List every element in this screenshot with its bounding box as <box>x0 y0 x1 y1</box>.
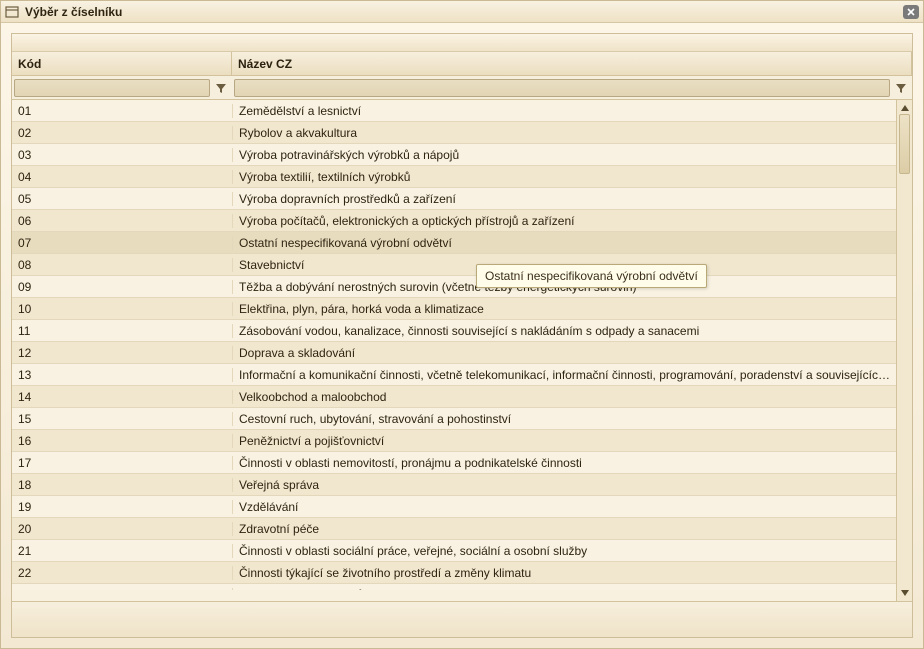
cell-name: Peněžnictví a pojišťovnictví <box>232 434 896 448</box>
table-row[interactable]: 08Stavebnictví <box>12 254 896 276</box>
cell-name: Zdravotní péče <box>232 522 896 536</box>
cell-name: Výroba dopravních prostředků a zařízení <box>232 192 896 206</box>
cell-name: Velkoobchod a maloobchod <box>232 390 896 404</box>
scrollbar-thumb[interactable] <box>899 114 910 174</box>
table-row[interactable]: 19Vzdělávání <box>12 496 896 518</box>
cell-code: 19 <box>12 500 232 514</box>
cell-name: Informační a komunikační činnosti, včetn… <box>232 368 896 382</box>
cell-code: 04 <box>12 170 232 184</box>
cell-code: 15 <box>12 412 232 426</box>
cell-name: Výroba textilií, textilních výrobků <box>232 170 896 184</box>
cell-name: Výroba potravinářských výrobků a nápojů <box>232 148 896 162</box>
scroll-up-icon[interactable] <box>899 102 911 114</box>
table-row[interactable]: 06Výroba počítačů, elektronických a opti… <box>12 210 896 232</box>
filter-input-name[interactable] <box>234 79 890 97</box>
cell-code: 07 <box>12 236 232 250</box>
cell-code: 05 <box>12 192 232 206</box>
cell-code: 10 <box>12 302 232 316</box>
table-row[interactable]: 22Činnosti týkající se životního prostře… <box>12 562 896 584</box>
cell-code: 01 <box>12 104 232 118</box>
table-row[interactable]: 23Umělecké, zábavní, tvůrčí odvětví a re… <box>12 584 896 590</box>
column-header-name[interactable]: Název CZ <box>232 52 912 75</box>
filter-icon[interactable] <box>892 79 910 97</box>
cell-code: 02 <box>12 126 232 140</box>
content-area: Kód Název CZ 01 <box>1 23 923 648</box>
table-row[interactable]: 07Ostatní nespecifikovaná výrobní odvětv… <box>12 232 896 254</box>
grid-body: 01Zemědělství a lesnictví02Rybolov a akv… <box>12 100 912 601</box>
table-row[interactable]: 11Zásobování vodou, kanalizace, činnosti… <box>12 320 896 342</box>
cell-code: 23 <box>12 588 232 591</box>
table-row[interactable]: 05Výroba dopravních prostředků a zařízen… <box>12 188 896 210</box>
table-row[interactable]: 14Velkoobchod a maloobchod <box>12 386 896 408</box>
table-row[interactable]: 02Rybolov a akvakultura <box>12 122 896 144</box>
cell-code: 13 <box>12 368 232 382</box>
cell-code: 09 <box>12 280 232 294</box>
filter-input-code[interactable] <box>14 79 210 97</box>
close-button[interactable] <box>903 5 919 19</box>
cell-name: Stavebnictví <box>232 258 896 272</box>
cell-name: Činnosti týkající se životního prostředí… <box>232 566 896 580</box>
cell-code: 08 <box>12 258 232 272</box>
table-row[interactable]: 04Výroba textilií, textilních výrobků <box>12 166 896 188</box>
table-row[interactable]: 16Peněžnictví a pojišťovnictví <box>12 430 896 452</box>
cell-name: Rybolov a akvakultura <box>232 126 896 140</box>
cell-name: Ostatní nespecifikovaná výrobní odvětví <box>232 236 896 250</box>
table-row[interactable]: 18Veřejná správa <box>12 474 896 496</box>
dialog-window: Výběr z číselníku Kód Název CZ <box>0 0 924 649</box>
table-row[interactable]: 21Činnosti v oblasti sociální práce, veř… <box>12 540 896 562</box>
cell-code: 16 <box>12 434 232 448</box>
table-row[interactable]: 09Těžba a dobývání nerostných surovin (v… <box>12 276 896 298</box>
table-row[interactable]: 15Cestovní ruch, ubytování, stravování a… <box>12 408 896 430</box>
cell-name: Elektřina, plyn, pára, horká voda a klim… <box>232 302 896 316</box>
cell-name: Zemědělství a lesnictví <box>232 104 896 118</box>
scrollbar-track[interactable] <box>897 114 912 587</box>
toolbar-strip <box>12 34 912 52</box>
cell-name: Činnosti v oblasti sociální práce, veřej… <box>232 544 896 558</box>
cell-name: Činnosti v oblasti nemovitostí, pronájmu… <box>232 456 896 470</box>
cell-code: 18 <box>12 478 232 492</box>
grid-rows: 01Zemědělství a lesnictví02Rybolov a akv… <box>12 100 896 601</box>
table-row[interactable]: 01Zemědělství a lesnictví <box>12 100 896 122</box>
cell-code: 20 <box>12 522 232 536</box>
scroll-down-icon[interactable] <box>899 587 911 599</box>
titlebar: Výběr z číselníku <box>1 1 923 23</box>
table-row[interactable]: 20Zdravotní péče <box>12 518 896 540</box>
cell-name: Výroba počítačů, elektronických a optick… <box>232 214 896 228</box>
table-row[interactable]: 17Činnosti v oblasti nemovitostí, pronáj… <box>12 452 896 474</box>
cell-code: 12 <box>12 346 232 360</box>
cell-code: 03 <box>12 148 232 162</box>
cell-name: Doprava a skladování <box>232 346 896 360</box>
grid-header: Kód Název CZ <box>12 52 912 76</box>
table-row[interactable]: 12Doprava a skladování <box>12 342 896 364</box>
vertical-scrollbar[interactable] <box>896 100 912 601</box>
grid-panel: Kód Název CZ 01 <box>11 33 913 638</box>
window-icon <box>5 5 19 19</box>
cell-code: 17 <box>12 456 232 470</box>
table-row[interactable]: 03Výroba potravinářských výrobků a nápoj… <box>12 144 896 166</box>
cell-code: 14 <box>12 390 232 404</box>
cell-name: Umělecké, zábavní, tvůrčí odvětví a rekr… <box>232 588 896 591</box>
cell-code: 11 <box>12 324 232 338</box>
filter-icon[interactable] <box>212 79 230 97</box>
panel-footer <box>12 601 912 637</box>
cell-name: Těžba a dobývání nerostných surovin (vče… <box>232 280 896 294</box>
window-title: Výběr z číselníku <box>25 5 122 19</box>
cell-name: Zásobování vodou, kanalizace, činnosti s… <box>232 324 896 338</box>
cell-name: Veřejná správa <box>232 478 896 492</box>
cell-code: 06 <box>12 214 232 228</box>
table-row[interactable]: 10Elektřina, plyn, pára, horká voda a kl… <box>12 298 896 320</box>
grid-filter-row <box>12 76 912 100</box>
cell-code: 22 <box>12 566 232 580</box>
table-row[interactable]: 13Informační a komunikační činnosti, vče… <box>12 364 896 386</box>
cell-name: Vzdělávání <box>232 500 896 514</box>
cell-name: Cestovní ruch, ubytování, stravování a p… <box>232 412 896 426</box>
cell-code: 21 <box>12 544 232 558</box>
column-header-code[interactable]: Kód <box>12 52 232 75</box>
